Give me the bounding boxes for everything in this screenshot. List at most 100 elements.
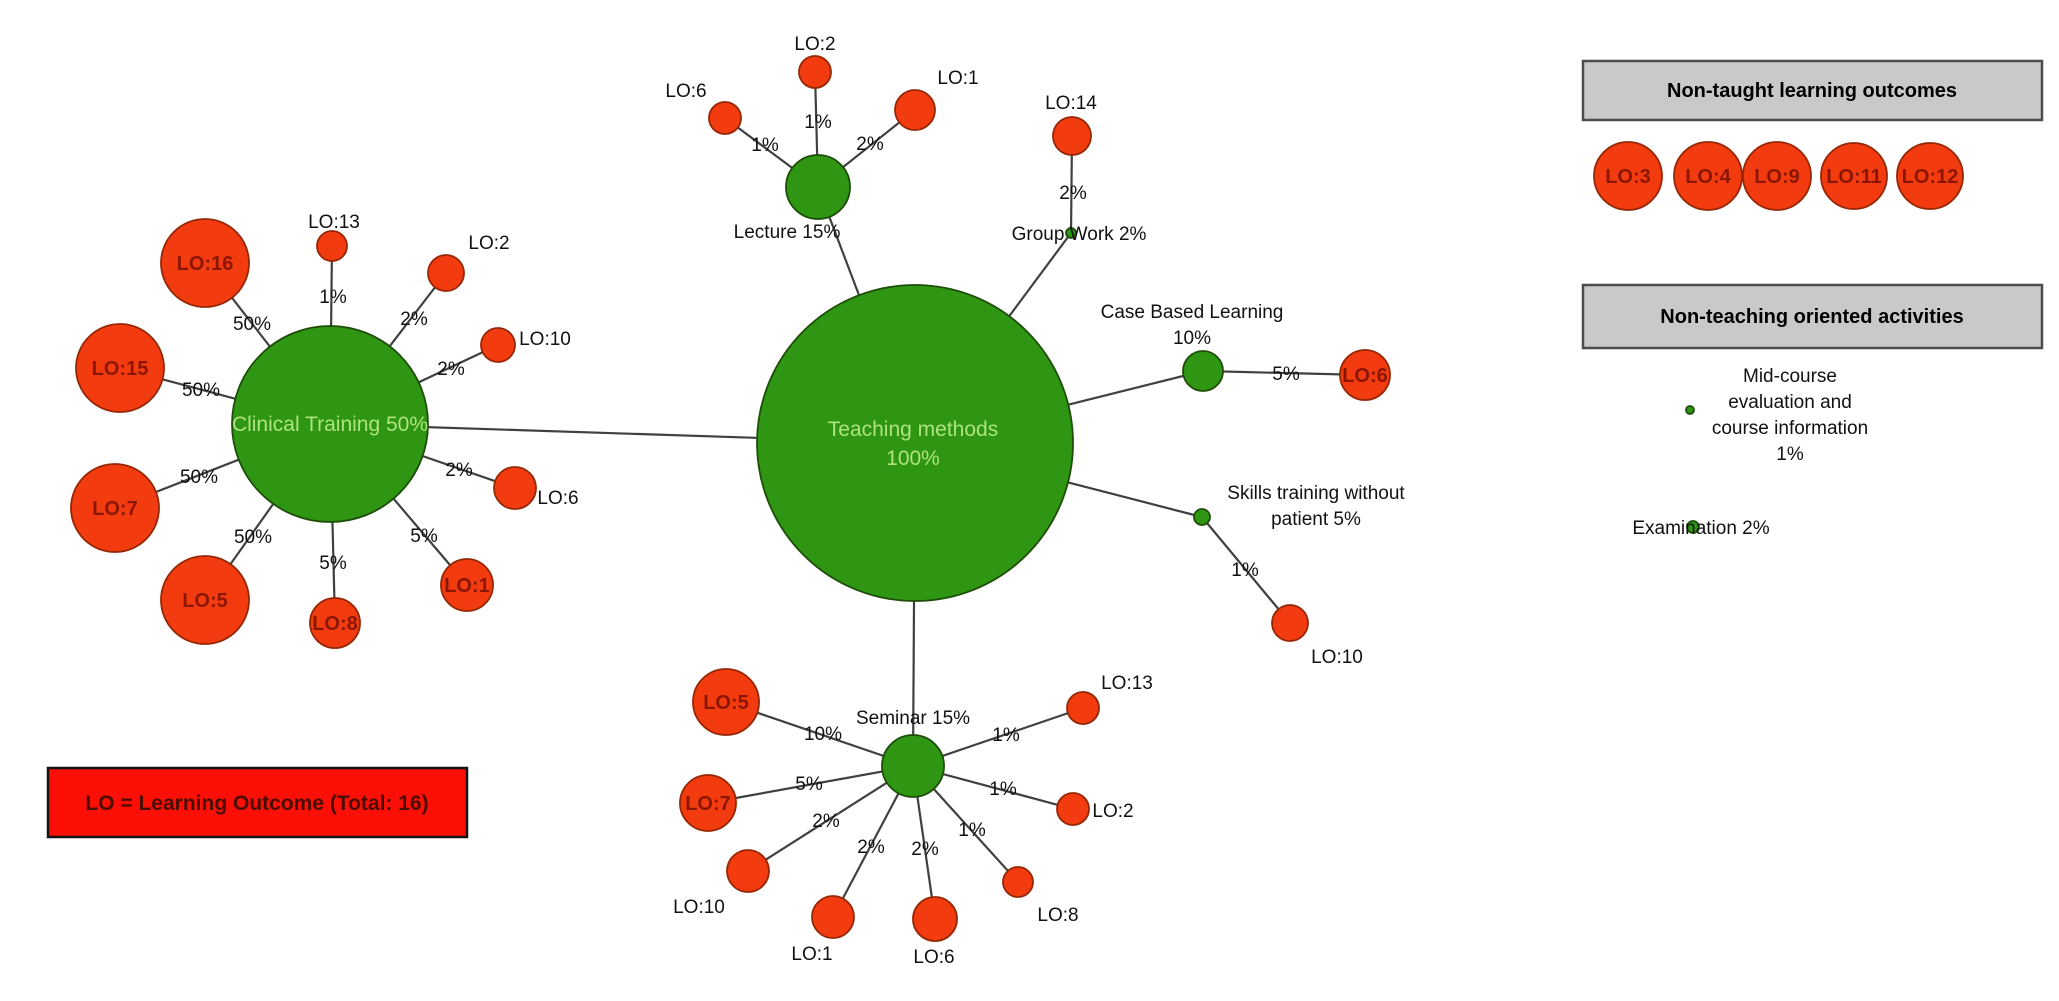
node-c16-circle <box>160 218 250 308</box>
edge-skills-sk10-label: 1% <box>1231 560 1259 581</box>
edge-clinical-c13-label: 1% <box>319 287 347 308</box>
non-taught-header-box <box>1581 59 2044 122</box>
node-s8-circle <box>1002 866 1034 898</box>
node-c6-circle <box>493 466 537 510</box>
non-teaching-header-box <box>1581 283 2044 350</box>
node-lo14-label-0: LO:14 <box>1045 93 1097 114</box>
lo-note-box <box>46 766 469 839</box>
node-c15-label-0: LO:15 <box>92 358 149 380</box>
non-taught-title: Non-taught learning outcomes <box>1667 80 1957 102</box>
node-s7-label-0: LO:7 <box>685 793 731 815</box>
node-teach-label-1: 100% <box>886 447 940 470</box>
node-s2-label-0: LO:2 <box>1092 801 1133 822</box>
node-c7-label-0: LO:7 <box>92 498 138 520</box>
node-teach-circle <box>756 284 1074 602</box>
node-gw-circle <box>1065 227 1077 239</box>
edge-clinical-c15-label: 50% <box>182 380 220 401</box>
node-s6-circle <box>912 896 958 942</box>
node-midc-label-1: evaluation and <box>1728 392 1852 413</box>
edge-lecture-l1-label: 2% <box>856 134 884 155</box>
node-midc-label-2: course information <box>1712 418 1868 439</box>
nodes-layer: Teaching methods 100% Clinical Training 50… <box>70 34 1964 968</box>
node-c6-label-0: LO:6 <box>537 488 578 509</box>
node-p12-label-0: LO:12 <box>1902 166 1959 188</box>
node-s13-circle <box>1066 691 1100 725</box>
edge-lecture-l2-label: 1% <box>804 112 832 133</box>
node-l6-circle <box>708 101 742 135</box>
node-c16-label-0: LO:16 <box>177 253 234 275</box>
node-p4-label-0: LO:4 <box>1685 166 1731 188</box>
node-c13-circle <box>316 230 348 262</box>
node-cbl-label-1: 10% <box>1173 328 1211 349</box>
edge-gw-lo14-label: 2% <box>1059 183 1087 204</box>
non-teaching-title: Non-teaching oriented activities <box>1660 306 1963 328</box>
edge-clinical-c16-label: 50% <box>233 314 271 335</box>
node-s6-label-0: LO:6 <box>913 947 954 968</box>
node-l2-circle <box>798 55 832 89</box>
node-sk10-label-0: LO:10 <box>1311 647 1363 668</box>
node-p9-label-0: LO:9 <box>1754 166 1800 188</box>
node-clinical-label-0: Clinical Training 50% <box>232 413 428 436</box>
edge-seminar-s10 <box>747 765 914 872</box>
node-cbl6-label-0: LO:6 <box>1342 365 1388 387</box>
node-s1-label-0: LO:1 <box>791 944 832 965</box>
node-lecture-circle <box>785 154 851 220</box>
node-s2-circle <box>1056 792 1090 826</box>
node-c1-circle <box>440 558 494 612</box>
node-p3-label-0: LO:3 <box>1605 166 1651 188</box>
node-skills-label-0: Skills training without <box>1227 483 1405 504</box>
node-c2-circle <box>427 254 465 292</box>
edge-clinical-c6-label: 2% <box>445 460 473 481</box>
node-p3-circle <box>1593 141 1663 211</box>
edge-seminar-s10-label: 2% <box>812 811 840 832</box>
node-l6-label-0: LO:6 <box>665 81 706 102</box>
node-cbl-label-0: Case Based Learning <box>1101 302 1284 323</box>
node-c8-label-0: LO:8 <box>312 613 358 635</box>
edge-clinical-c8-label: 5% <box>319 553 347 574</box>
edge-seminar-s1-label: 2% <box>857 837 885 858</box>
node-midc-label-0: Mid-course <box>1743 366 1837 387</box>
non-teaching-panel: Non-teaching oriented activities <box>1581 283 2044 350</box>
node-midc-circle <box>1685 405 1695 415</box>
node-c13-label-0: LO:13 <box>308 212 360 233</box>
node-s1-circle <box>811 895 855 939</box>
edge-seminar-s5-label: 10% <box>804 724 842 745</box>
edge-cbl-cbl6 <box>1202 369 1366 377</box>
node-s13-label-0: LO:13 <box>1101 673 1153 694</box>
node-midc-label-3: 1% <box>1776 444 1804 465</box>
edge-clinical-c5-label: 50% <box>234 527 272 548</box>
node-c10-circle <box>480 327 516 363</box>
node-s5-label-0: LO:5 <box>703 692 749 714</box>
node-skills-circle <box>1193 508 1211 526</box>
node-exam-label-0: Examination 2% <box>1632 518 1769 539</box>
node-gw-label-0: Group Work 2% <box>1012 224 1147 245</box>
node-p11-circle <box>1820 142 1888 210</box>
edge-seminar-s2-label: 1% <box>989 779 1017 800</box>
node-cbl-circle <box>1182 350 1224 392</box>
edge-cbl-cbl6-label: 5% <box>1272 364 1300 385</box>
edge-seminar-s8-label: 1% <box>958 820 986 841</box>
node-s10-label-0: LO:10 <box>673 897 725 918</box>
node-cbl6-circle <box>1339 349 1391 401</box>
node-l1-circle <box>894 89 936 131</box>
lo-note: LO = Learning Outcome (Total: 16) <box>46 766 469 839</box>
node-c8-circle <box>309 597 361 649</box>
node-p9-circle <box>1742 141 1812 211</box>
edge-skills-sk10 <box>1201 516 1291 624</box>
edge-clinical-c1-label: 5% <box>410 526 438 547</box>
non-taught-panel: Non-taught learning outcomes <box>1581 59 2044 122</box>
edge-clinical-c10-label: 2% <box>437 359 465 380</box>
node-s8-label-0: LO:8 <box>1037 905 1078 926</box>
node-lo14-circle <box>1052 116 1092 156</box>
edge-seminar-s7 <box>707 764 914 805</box>
node-p12-circle <box>1896 142 1964 210</box>
node-exam-circle <box>1686 520 1700 534</box>
node-c15-circle <box>75 323 165 413</box>
node-s7-circle <box>679 774 737 832</box>
edge-seminar-s13-label: 1% <box>992 725 1020 746</box>
node-c10-label-0: LO:10 <box>519 329 571 350</box>
node-p4-circle <box>1673 141 1743 211</box>
node-s5-circle <box>692 668 760 736</box>
node-p11-label-0: LO:11 <box>1826 166 1882 188</box>
